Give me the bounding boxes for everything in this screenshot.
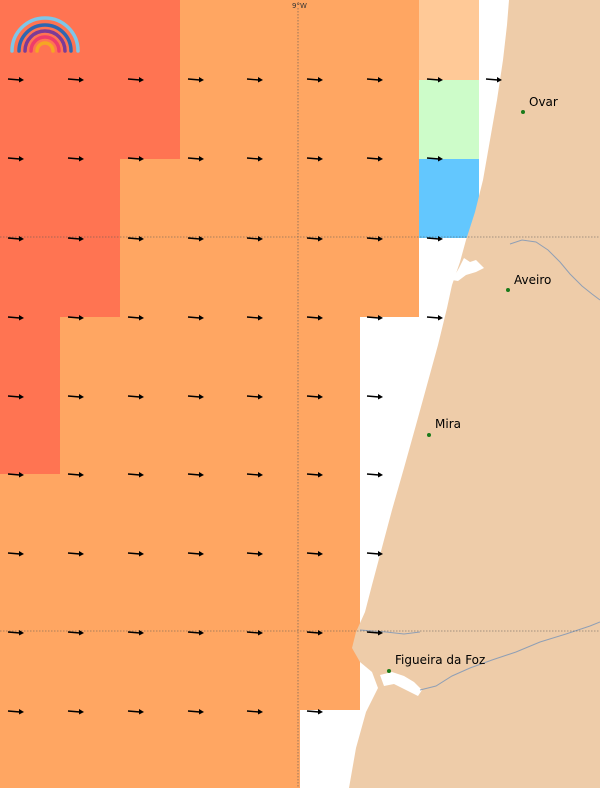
east-arrow-icon xyxy=(67,156,84,162)
east-arrow-icon xyxy=(127,630,144,636)
meridian-label: 9°W xyxy=(292,2,307,10)
sea-cell-mid xyxy=(180,0,419,159)
sea-cell-blue xyxy=(419,159,479,238)
east-arrow-icon xyxy=(187,315,204,321)
east-arrow-icon xyxy=(67,551,84,557)
east-arrow-icon xyxy=(127,551,144,557)
east-arrow-icon xyxy=(67,630,84,636)
east-arrow-icon xyxy=(127,394,144,400)
city-dot-aveiro xyxy=(506,288,510,292)
river xyxy=(509,239,600,301)
east-arrow-icon xyxy=(127,315,144,321)
city-dot-ovar xyxy=(521,110,525,114)
east-arrow-icon xyxy=(127,709,144,715)
east-arrow-icon xyxy=(306,156,323,162)
lagoon-water xyxy=(452,258,484,281)
city-label-mira: Mira xyxy=(435,417,461,431)
east-arrow-icon xyxy=(246,236,263,242)
east-arrow-icon xyxy=(306,709,323,715)
sea-cell-green xyxy=(419,80,479,159)
east-arrow-icon xyxy=(67,394,84,400)
east-arrow-icon xyxy=(366,315,383,321)
east-arrow-icon xyxy=(127,236,144,242)
graticule xyxy=(0,8,600,788)
east-arrow-icon xyxy=(67,315,84,321)
east-arrow-icon xyxy=(187,630,204,636)
east-arrow-icon xyxy=(306,630,323,636)
sea-cell-high xyxy=(0,0,180,159)
east-arrow-icon xyxy=(306,236,323,242)
east-arrow-icon xyxy=(306,315,323,321)
east-arrow-icon xyxy=(366,630,383,636)
east-arrow-icon xyxy=(187,472,204,478)
east-arrow-icon xyxy=(366,236,383,242)
east-arrow-icon xyxy=(306,551,323,557)
east-arrow-icon xyxy=(67,709,84,715)
sea-cell-low xyxy=(419,0,479,80)
city-dot-figueira xyxy=(387,669,391,673)
east-arrow-icon xyxy=(246,315,263,321)
rainbow-logo xyxy=(10,16,80,53)
east-arrow-icon xyxy=(246,551,263,557)
city-label-figueira: Figueira da Foz xyxy=(395,653,485,667)
direction-arrows xyxy=(7,77,502,715)
east-arrow-icon xyxy=(426,315,443,321)
city-label-ovar: Ovar xyxy=(529,95,558,109)
east-arrow-icon xyxy=(187,236,204,242)
estuary-water xyxy=(380,672,422,696)
east-arrow-icon xyxy=(127,472,144,478)
east-arrow-icon xyxy=(7,394,24,400)
river xyxy=(419,621,600,691)
east-arrow-icon xyxy=(7,630,24,636)
east-arrow-icon xyxy=(366,551,383,557)
east-arrow-icon xyxy=(426,156,443,162)
city-dot-mira xyxy=(427,433,431,437)
east-arrow-icon xyxy=(485,77,502,83)
east-arrow-icon xyxy=(426,236,443,242)
east-arrow-icon xyxy=(246,472,263,478)
east-arrow-icon xyxy=(7,472,24,478)
east-arrow-icon xyxy=(67,77,84,83)
east-arrow-icon xyxy=(366,394,383,400)
east-arrow-icon xyxy=(306,394,323,400)
east-arrow-icon xyxy=(127,77,144,83)
east-arrow-icon xyxy=(426,77,443,83)
east-arrow-icon xyxy=(246,394,263,400)
east-arrow-icon xyxy=(306,472,323,478)
east-arrow-icon xyxy=(306,77,323,83)
sea-cells xyxy=(0,0,479,788)
east-arrow-icon xyxy=(7,551,24,557)
east-arrow-icon xyxy=(246,630,263,636)
sea-cell-mid xyxy=(60,317,360,474)
sea-cell-mid xyxy=(0,710,300,788)
east-arrow-icon xyxy=(7,77,24,83)
city-label-aveiro: Aveiro xyxy=(514,273,551,287)
east-arrow-icon xyxy=(7,709,24,715)
east-arrow-icon xyxy=(187,709,204,715)
east-arrow-icon xyxy=(187,77,204,83)
east-arrow-icon xyxy=(246,156,263,162)
sea-cell-mid xyxy=(0,474,360,710)
east-arrow-icon xyxy=(187,394,204,400)
east-arrow-icon xyxy=(366,472,383,478)
east-arrow-icon xyxy=(366,77,383,83)
east-arrow-icon xyxy=(7,315,24,321)
east-arrow-icon xyxy=(67,236,84,242)
east-arrow-icon xyxy=(187,156,204,162)
coastline-land xyxy=(349,0,600,788)
east-arrow-icon xyxy=(366,156,383,162)
east-arrow-icon xyxy=(7,156,24,162)
east-arrow-icon xyxy=(127,156,144,162)
east-arrow-icon xyxy=(246,77,263,83)
east-arrow-icon xyxy=(67,472,84,478)
east-arrow-icon xyxy=(246,709,263,715)
city-markers: Ovar Aveiro Mira Figueira da Foz xyxy=(387,95,558,673)
east-arrow-icon xyxy=(7,236,24,242)
sea-cell-high xyxy=(0,159,120,317)
east-arrow-icon xyxy=(187,551,204,557)
